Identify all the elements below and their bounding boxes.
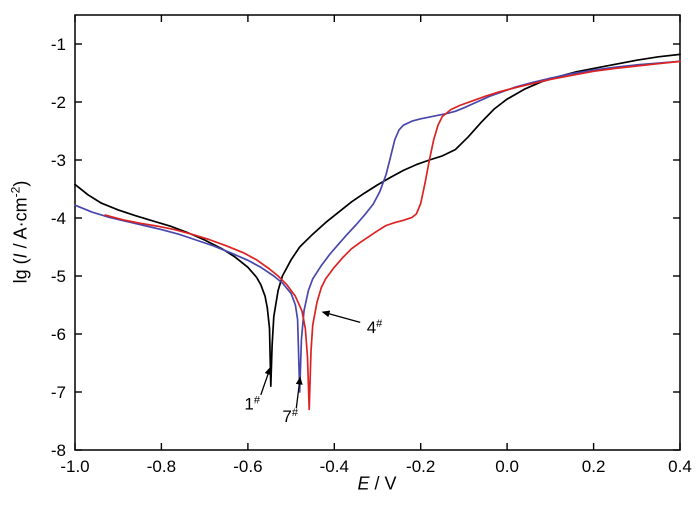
y-tick-label: -4 bbox=[51, 209, 66, 228]
annotation-label-4: 4# bbox=[367, 318, 383, 337]
curve-1 bbox=[74, 53, 681, 388]
x-tick-label: 0.4 bbox=[668, 457, 692, 476]
x-tick-label: -0.2 bbox=[406, 457, 435, 476]
plot-frame bbox=[74, 14, 681, 451]
y-axis-label-prefix: lg ( bbox=[10, 258, 31, 284]
x-tick-label: -0.8 bbox=[147, 457, 176, 476]
y-tick-label: -7 bbox=[51, 383, 66, 402]
curve-4 bbox=[104, 60, 681, 411]
x-axis-label-units: / V bbox=[369, 473, 397, 494]
annotation-arrow-1 bbox=[260, 366, 272, 396]
y-axis-label-exponent: -2 bbox=[8, 186, 23, 198]
y-axis-label-suffix: ) bbox=[10, 180, 31, 187]
y-tick-label: -6 bbox=[51, 325, 66, 344]
y-tick-label: -8 bbox=[51, 441, 66, 460]
curve-7 bbox=[74, 60, 681, 393]
y-axis-label-units: / A·cm bbox=[10, 197, 31, 254]
y-axis-label-symbol: I bbox=[10, 253, 31, 259]
y-tick-label: -5 bbox=[51, 267, 66, 286]
y-tick-label: -2 bbox=[51, 93, 66, 112]
x-tick-label: -0.4 bbox=[320, 457, 349, 476]
y-tick-label: -3 bbox=[51, 151, 66, 170]
annotation-arrow-7 bbox=[295, 376, 303, 409]
x-tick-label: -0.6 bbox=[233, 457, 262, 476]
x-tick-label: -1.0 bbox=[60, 457, 89, 476]
x-tick-label: 0.2 bbox=[582, 457, 606, 476]
y-axis-label: lg (I / A·cm-2) bbox=[9, 181, 32, 284]
x-axis-label-symbol: E bbox=[357, 473, 370, 494]
x-axis-label: E / V bbox=[357, 474, 396, 495]
annotation-arrow-4 bbox=[321, 310, 361, 324]
x-tick-label: 0.0 bbox=[495, 457, 519, 476]
y-tick-label: -1 bbox=[51, 35, 66, 54]
annotation-label-7: 7# bbox=[282, 407, 298, 426]
annotation-label-1: 1# bbox=[244, 394, 260, 413]
